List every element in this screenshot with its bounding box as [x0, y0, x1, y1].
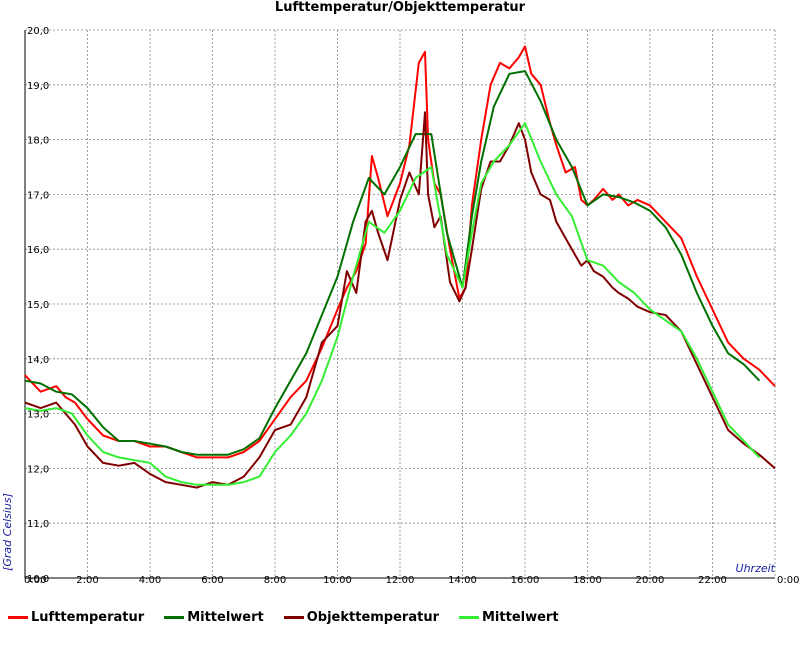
x-tick-label: 18:00 — [573, 575, 602, 586]
x-tick-label: 20:00 — [636, 575, 665, 586]
x-tick-label: 8:00 — [264, 575, 286, 586]
chart-title: Lufttemperatur/Objekttemperatur — [274, 0, 526, 15]
y-tick-label: 15,0 — [27, 300, 49, 311]
y-tick-label: 17,0 — [27, 190, 49, 201]
y-tick-label: 20,0 — [27, 26, 49, 37]
y-tick-label: 11,0 — [27, 519, 49, 530]
legend-item: Objekttemperatur — [283, 609, 439, 625]
series-line-4 — [24, 122, 761, 486]
legend-item: Mittelwert — [164, 610, 264, 625]
legend-label: Objekttemperatur — [306, 609, 439, 625]
x-tick-label: 12:00 — [386, 575, 415, 586]
legend-swatch — [283, 615, 304, 619]
legend-label: Mittelwert — [187, 609, 264, 625]
series-lines — [24, 45, 776, 489]
legend: Lufttemperatur Mittelwert Objekttemperatur… — [8, 606, 579, 628]
x-tick-label: 22:00 — [698, 575, 727, 586]
y-tick-label: 14,0 — [27, 355, 49, 366]
x-axis-label: Uhrzeit — [736, 562, 776, 575]
y-axis-label: [Grad Celsius] — [1, 493, 14, 571]
legend-swatch — [8, 615, 28, 619]
x-tick-label: 10:00 — [323, 575, 352, 586]
x-tick-label: 16:00 — [511, 575, 540, 586]
legend-swatch — [164, 615, 185, 619]
y-tick-label: 18,0 — [27, 136, 49, 147]
legend-swatch — [459, 615, 479, 619]
x-tick-label: 6:00 — [201, 575, 223, 586]
y-tick-label: 10,0 — [27, 574, 49, 585]
series-line-2 — [24, 70, 761, 456]
x-tick-label: 0:00 — [24, 575, 46, 586]
tick-labels: 10,0 11,0 12,0 13,0 14,0 15,0 16,0 17,0 18,0 19,0… — [24, 26, 799, 586]
y-tick-label: 16,0 — [27, 245, 49, 256]
y-tick-label: 13,0 — [27, 410, 49, 421]
x-tick-label: 0:00 — [777, 575, 799, 586]
legend-item: Lufttemperatur — [8, 610, 144, 625]
y-tick-label: 19,0 — [27, 81, 49, 92]
legend-item: Mittelwert — [459, 610, 559, 625]
axes — [24, 30, 775, 579]
grid — [25, 29, 776, 578]
legend-label: Lufttemperatur — [31, 609, 145, 625]
x-tick-label: 4:00 — [139, 575, 161, 586]
x-tick-label: 2:00 — [76, 575, 98, 586]
legend-label: Mittelwert — [482, 609, 559, 625]
x-tick-label: 14:00 — [448, 575, 477, 586]
y-tick-label: 12,0 — [27, 464, 49, 475]
series-line-3 — [24, 111, 776, 489]
